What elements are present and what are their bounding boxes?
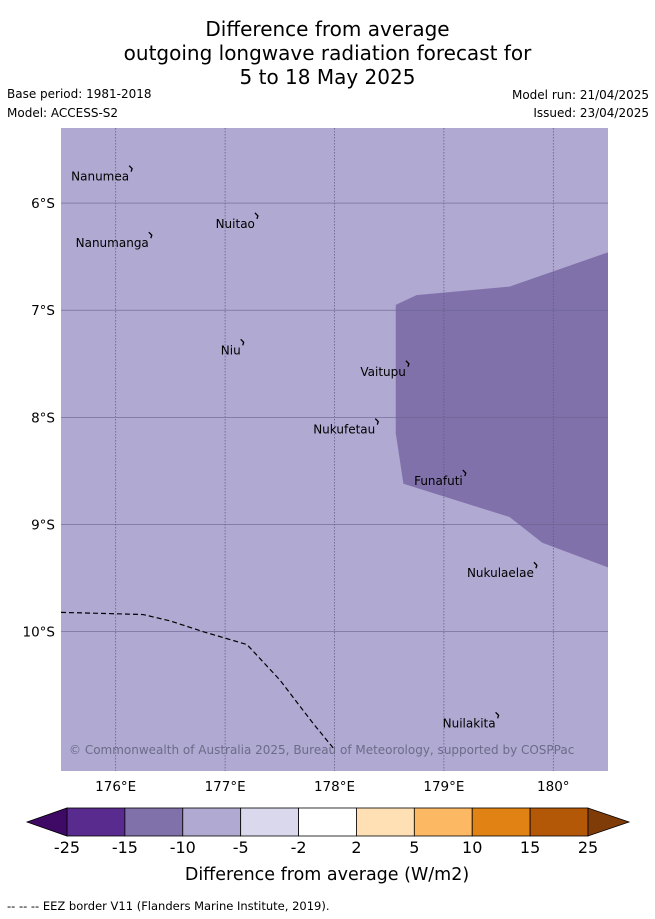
colorbar-swatch (298, 807, 357, 837)
eez-border (61, 611, 335, 750)
model-name: Model: ACCESS-S2 (7, 106, 119, 120)
axis-labels: 176°E 177°E 178°E 179°E 180° 6°S 7°S 8°S 9°S 10°S (23, 196, 570, 795)
title-line-1: Difference from average (205, 17, 450, 41)
colorbar-tick-label: -2 (291, 838, 307, 857)
lat-tick-label: 10°S (23, 625, 56, 641)
colorbar-label: Difference from average (W/m2) (185, 865, 469, 885)
colorbar-tick-label: 25 (578, 838, 598, 857)
colorbar-tick-label: 15 (520, 838, 540, 857)
colorbar-swatch (413, 807, 473, 837)
colorbar-tick-label: -10 (170, 838, 196, 857)
lon-tick-label: 180° (537, 779, 570, 795)
lat-tick-label: 6°S (31, 196, 55, 212)
island-label: Nanumanga (76, 236, 149, 250)
lon-tick-label: 179°E (423, 779, 464, 795)
colorbar-swatch (471, 807, 531, 837)
colorbar-under-arrow (25, 807, 68, 837)
colorbar-swatch (356, 807, 415, 837)
island-shape (240, 338, 245, 346)
colorbar-tick-label: -25 (54, 838, 80, 857)
title-line-2: outgoing longwave radiation forecast for (123, 41, 532, 65)
lat-tick-label: 8°S (31, 410, 55, 426)
lon-tick-label: 178°E (314, 779, 355, 795)
island-shape (254, 212, 259, 220)
gridlines (61, 128, 608, 771)
anomaly-region (395, 252, 608, 568)
colorbar-tick-label: -15 (112, 838, 138, 857)
colorbar-swatch (529, 807, 589, 837)
island-label: Funafuti (414, 474, 463, 488)
colorbar-swatch (124, 807, 184, 837)
colorbar-over-arrow (587, 807, 631, 837)
issued-date: Issued: 23/04/2025 (533, 106, 649, 120)
island-label: Nuitao (216, 217, 255, 231)
copyright-text: © Commonwealth of Australia 2025, Bureau… (69, 743, 574, 757)
island-label: Niu (221, 343, 241, 357)
colorbar-swatch (240, 807, 299, 837)
colorbar-swatch (182, 807, 242, 837)
colorbar: -25 -15 -10 -5 -2 2 5 10 15 25 (25, 807, 631, 857)
lon-tick-label: 177°E (205, 779, 246, 795)
island-label: Nukufetau (313, 423, 375, 437)
lat-tick-label: 7°S (31, 303, 55, 319)
island-shape (495, 711, 500, 719)
island-shape (462, 469, 467, 477)
island-shape (148, 231, 153, 239)
island-label: Nuilakita (443, 716, 496, 730)
island-label: Vaitupu (360, 365, 406, 379)
island-shape (374, 418, 380, 425)
lat-tick-label: 9°S (31, 518, 55, 534)
lon-tick-label: 176°E (95, 779, 136, 795)
colorbar-tick-label: 10 (462, 838, 482, 857)
colorbar-tick-label: -5 (233, 838, 249, 857)
base-period: Base period: 1981-2018 (7, 87, 152, 101)
colorbar-tick-label: 2 (351, 838, 361, 857)
island-shape (533, 561, 538, 569)
island-label: Nanumea (71, 170, 129, 184)
title-line-3: 5 to 18 May 2025 (239, 65, 416, 89)
islands: Nanumea Nuitao Nanumanga Niu Vaitupu Nukufeta… (71, 165, 538, 730)
model-run: Model run: 21/04/2025 (511, 88, 649, 102)
eez-border-legend: -- -- -- EEZ border V11 (Flanders Marine… (7, 899, 330, 913)
island-shape (128, 165, 133, 172)
colorbar-swatch (66, 807, 126, 837)
colorbar-tick-label: 5 (409, 838, 419, 857)
island-label: Nukulaelae (467, 566, 534, 580)
island-shape (405, 360, 410, 367)
